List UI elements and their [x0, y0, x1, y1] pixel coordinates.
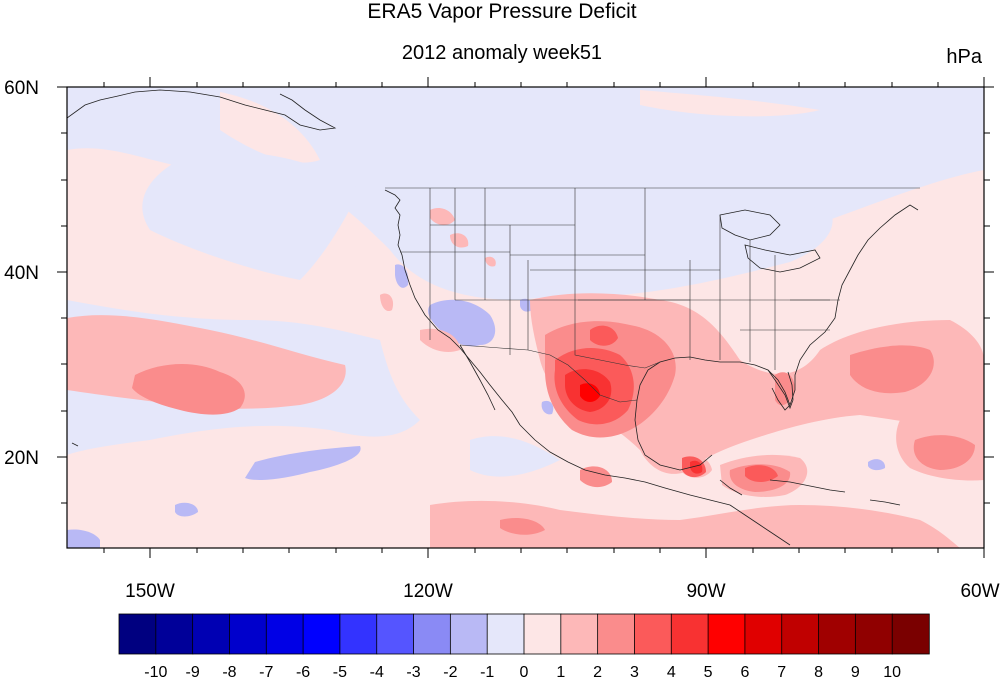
- colorbar-label: -8: [222, 664, 236, 681]
- colorbar-label: 4: [667, 664, 676, 681]
- x-tick-label-90w: 90W: [686, 581, 725, 602]
- colorbar-swatch: [634, 613, 672, 655]
- colorbar-label: -7: [259, 664, 273, 681]
- colorbar-label: 8: [814, 664, 823, 681]
- units-label: hPa: [946, 46, 982, 68]
- colorbar-swatch: [854, 613, 893, 655]
- colorbar-label: -2: [443, 664, 457, 681]
- colorbar-swatch: [376, 613, 415, 655]
- colorbar-label: -5: [333, 664, 347, 681]
- colorbar-label: 5: [704, 664, 713, 681]
- colorbar-swatch: [744, 613, 783, 655]
- colorbar-swatch: [155, 613, 194, 655]
- y-tick-label-60n: 60N: [4, 78, 39, 99]
- colorbar-label: -6: [296, 664, 310, 681]
- colorbar-label: 1: [556, 664, 565, 681]
- x-tick-label-150w: 150W: [125, 581, 175, 602]
- colorbar-label: 9: [851, 664, 860, 681]
- axis-ticks: [57, 77, 994, 558]
- colorbar-swatch: [818, 613, 857, 655]
- anomaly-4-6-regions: [565, 369, 703, 474]
- colorbar-label: 3: [630, 664, 639, 681]
- colorbar-swatch: [192, 613, 231, 655]
- colorbar-label: -4: [370, 664, 384, 681]
- colorbar-swatch: [449, 613, 488, 655]
- colorbar-label: -10: [144, 664, 167, 681]
- colorbar-label: 2: [593, 664, 602, 681]
- colorbar-label: 10: [883, 664, 901, 681]
- colorbar-label: 0: [520, 664, 529, 681]
- colorbar-swatch: [118, 613, 157, 655]
- map-title: ERA5 Vapor Pressure Deficit: [367, 0, 637, 23]
- colorbar-swatch: [523, 613, 562, 655]
- map-subtitle: 2012 anomaly week51: [401, 42, 603, 64]
- mexico-border: [459, 344, 638, 403]
- coastlines-and-borders: [67, 89, 919, 546]
- colorbar-swatch: [560, 613, 599, 655]
- colorbar-label: 6: [740, 664, 749, 681]
- colorbar-label: -1: [480, 664, 494, 681]
- colorbar-label: -9: [186, 664, 200, 681]
- x-tick-label-60w: 60W: [960, 581, 999, 602]
- x-tick-label-120w: 120W: [403, 581, 453, 602]
- colorbar-swatch: [265, 613, 304, 655]
- colorbar-swatch: [891, 613, 930, 655]
- state-borders: [385, 187, 920, 370]
- colorbar-swatch: [302, 613, 341, 655]
- y-tick-label-40n: 40N: [4, 263, 39, 284]
- colorbar-label: 7: [777, 664, 786, 681]
- colorbar-swatch: [339, 613, 378, 655]
- y-tick-label-20n: 20N: [4, 448, 39, 469]
- colorbar: -10 -9 -8 -7 -6 -5 -4 -3 -2 -1 0 1 2 3 4 5 6 7 8 9 10: [118, 613, 930, 681]
- map-plot-area: [67, 87, 984, 548]
- colorbar-swatch: [486, 613, 525, 655]
- colorbar-swatch: [707, 613, 746, 655]
- anomaly-minus2-minus1-regions: [67, 264, 886, 548]
- colorbar-swatch: [781, 613, 820, 655]
- colorbar-swatch: [670, 613, 709, 655]
- colorbar-swatch: [597, 613, 636, 655]
- colorbar-swatch: [413, 613, 452, 655]
- colorbar-label: -3: [406, 664, 420, 681]
- colorbar-swatch: [229, 613, 267, 655]
